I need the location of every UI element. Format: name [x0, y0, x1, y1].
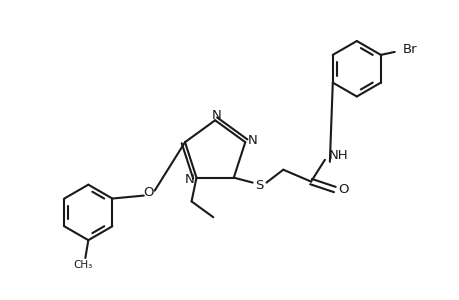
Text: O: O	[143, 186, 154, 199]
Text: CH₃: CH₃	[73, 260, 93, 270]
Text: S: S	[255, 179, 263, 192]
Text: N: N	[185, 173, 194, 186]
Text: N: N	[247, 134, 257, 147]
Text: NH: NH	[328, 149, 348, 162]
Text: O: O	[338, 183, 348, 196]
Text: Br: Br	[402, 44, 416, 56]
Text: N: N	[211, 109, 220, 122]
